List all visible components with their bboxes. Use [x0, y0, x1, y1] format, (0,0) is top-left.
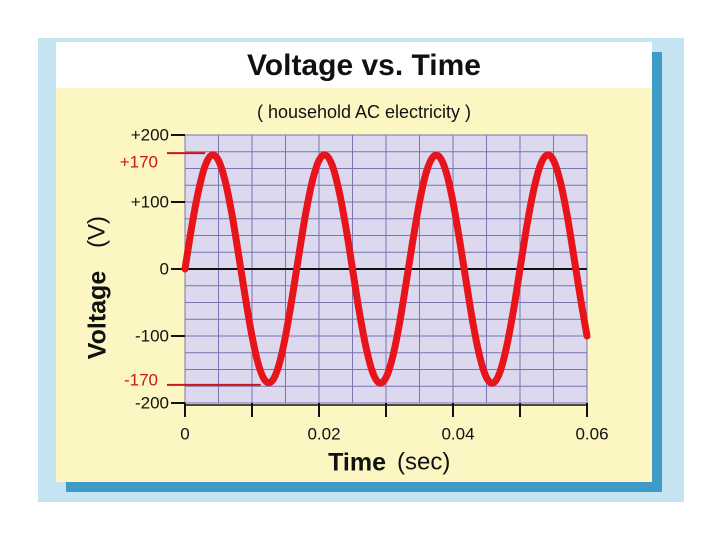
x-tick-label: 0.04 — [441, 424, 474, 443]
y-tick-label: -100 — [135, 326, 169, 345]
voltage-curve — [181, 151, 591, 387]
x-axis-label: Time — [328, 449, 386, 477]
y-axis-label: Voltage — [84, 271, 112, 360]
x-tick-label: 0.02 — [307, 424, 340, 443]
plot: +200 +100 0 -100 -200 0 0.02 0.04 0.06 +170 -170 — [120, 125, 609, 443]
title-bar — [56, 42, 652, 88]
x-tick-label: 0.06 — [575, 424, 608, 443]
annotation-label: +170 — [120, 153, 158, 172]
y-tick-label: +200 — [131, 125, 169, 144]
chart-subtitle: ( household AC electricity ) — [257, 102, 471, 122]
y-tick-label: +100 — [131, 192, 169, 211]
annotation-label: -170 — [124, 370, 158, 389]
chart-title: Voltage vs. Time — [247, 49, 481, 82]
y-tick-label: -200 — [135, 393, 169, 412]
y-axis-unit: (V) — [83, 216, 110, 248]
x-axis-unit: (sec) — [397, 448, 450, 475]
y-tick-label: 0 — [160, 259, 169, 278]
x-tick-label: 0 — [180, 424, 189, 443]
